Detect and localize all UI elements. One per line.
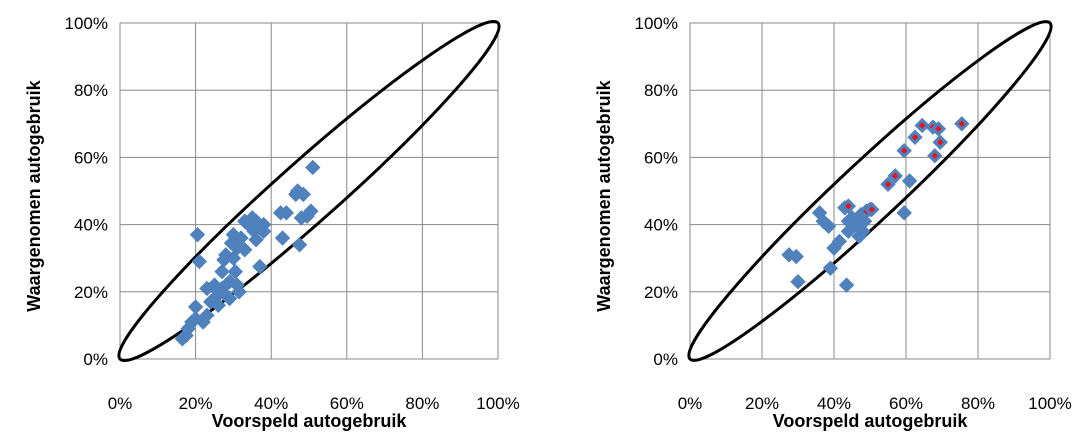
data-point-highlight-core (935, 125, 942, 133)
data-point (295, 186, 312, 203)
x-axis-title: Voorspeld autogebruik (773, 411, 969, 431)
confidence-envelope (687, 20, 1053, 362)
x-tick-label: 0% (678, 394, 703, 413)
y-axis-title: Waargenomen autogebruik (24, 79, 44, 311)
x-tick-label: 40% (254, 394, 288, 413)
y-tick-label: 20% (644, 283, 678, 302)
plot-area (689, 22, 1051, 360)
data-point (199, 307, 215, 324)
data-point-highlight-core (958, 120, 965, 127)
x-tick-label: 40% (817, 394, 851, 413)
data-point (790, 274, 806, 290)
data-point (274, 230, 291, 246)
data-point (252, 258, 268, 275)
data-point-highlight-core (892, 172, 899, 180)
y-tick-label: 80% (644, 81, 678, 100)
x-tick-label: 20% (179, 394, 213, 413)
x-tick-label: 0% (108, 394, 133, 413)
data-point (896, 205, 912, 221)
x-tick-label: 80% (405, 394, 439, 413)
y-tick-label: 100% (65, 14, 108, 33)
y-tick-label: 20% (74, 283, 108, 302)
data-point (225, 250, 242, 266)
data-point (820, 218, 837, 234)
data-point-highlight-core (911, 134, 919, 141)
plot-area (119, 22, 499, 360)
data-point (303, 203, 319, 219)
data-point (856, 213, 873, 229)
chart-right: 0% 20% 40% 60% 80% 100% 0% 20% 40% 60% 80% 100% Voor… (594, 14, 1072, 431)
y-tick-label: 100% (635, 14, 678, 33)
x-tick-label: 100% (476, 394, 519, 413)
x-tick-label: 60% (889, 394, 923, 413)
data-point (231, 284, 247, 300)
data-point (855, 223, 871, 240)
x-tick-label: 80% (961, 394, 995, 413)
data-point-highlight-core (937, 139, 944, 146)
y-tick-label: 0% (653, 350, 678, 369)
data-point (305, 159, 321, 176)
y-tick-label: 80% (74, 81, 108, 100)
data-point (227, 263, 243, 280)
y-tick-label: 40% (644, 216, 678, 235)
data-point (901, 173, 918, 189)
data-point (831, 233, 848, 250)
data-point (210, 297, 226, 313)
y-tick-label: 0% (83, 350, 108, 369)
confidence-envelope (117, 19, 501, 363)
data-point (838, 277, 855, 293)
data-point (187, 299, 204, 315)
x-axis-title: Voorspeld autogebruik (212, 411, 408, 431)
data-point (788, 248, 804, 265)
data-point-highlight-core (884, 181, 892, 188)
data-point (233, 230, 249, 246)
y-tick-label: 60% (644, 148, 678, 167)
y-axis-title: Waargenomen autogebruik (594, 79, 614, 311)
data-point (291, 237, 308, 253)
data-point (278, 205, 295, 221)
y-tick-label: 60% (74, 148, 108, 167)
data-point-highlight-core (919, 122, 926, 129)
x-tick-label: 60% (330, 394, 364, 413)
data-point (214, 263, 230, 280)
data-point (255, 216, 272, 233)
data-point (237, 242, 253, 258)
x-tick-label: 20% (745, 394, 779, 413)
data-point (221, 290, 238, 307)
data-point-highlight-core (868, 206, 875, 213)
data-point (822, 260, 839, 276)
data-point (248, 232, 264, 248)
y-tick-label: 40% (74, 216, 108, 235)
data-point (189, 226, 206, 243)
data-point-highlight-core (901, 147, 908, 154)
data-point-highlight-core (931, 152, 938, 159)
data-point-highlight-core (845, 202, 852, 210)
x-tick-label: 100% (1028, 394, 1071, 413)
chart-left: 0% 20% 40% 60% 80% 100% 0% 20% 40% 60% 80% 100% Voor… (24, 14, 520, 431)
data-point (191, 253, 208, 270)
